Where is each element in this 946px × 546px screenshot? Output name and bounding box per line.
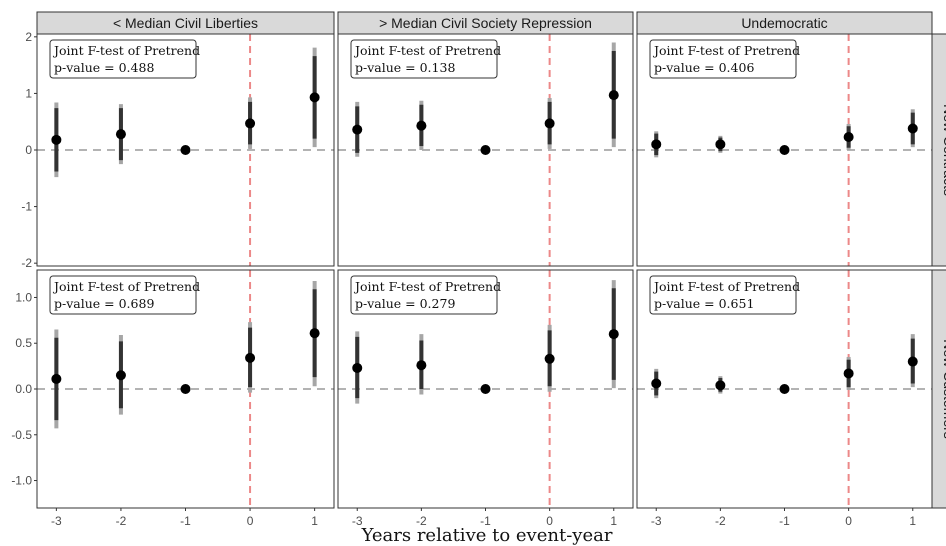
test-box (350, 275, 498, 315)
estimate-point (544, 118, 555, 129)
x-tick-label: 1 (610, 514, 617, 528)
estimate-point (309, 328, 320, 339)
y-tick-label: 0.0 (15, 382, 32, 396)
estimate-point (115, 129, 126, 140)
estimate-point (180, 384, 191, 394)
estimate-point (608, 90, 619, 101)
y-tick-label: -1.0 (11, 474, 32, 488)
panel-border (36, 33, 335, 267)
test-box (49, 275, 197, 315)
x-tick-label: -2 (715, 514, 726, 528)
estimate-point (843, 131, 854, 142)
estimate-point (245, 352, 256, 363)
x-tick-label: -1 (779, 514, 790, 528)
x-axis-title: Years relative to event-year (361, 525, 613, 546)
x-tick-label: -3 (651, 514, 662, 528)
panel: Joint F-test of Pretrend p-value = 0.406 (636, 33, 933, 267)
row-strip-label: New Contracts (941, 104, 946, 196)
panel: Joint F-test of Pretrend p-value = 0.279 (337, 269, 634, 509)
estimate-point (907, 123, 918, 134)
test-box (649, 275, 797, 315)
panel-border (36, 269, 335, 509)
estimate-point (115, 370, 126, 381)
test-title: Joint F-test of Pretrend (652, 43, 800, 58)
panel-border (337, 269, 634, 509)
estimate-point (51, 134, 62, 145)
y-tick-label: -1 (21, 200, 32, 214)
panel-border (337, 33, 634, 267)
test-box (350, 39, 498, 79)
test-p-value: p-value = 0.488 (54, 60, 154, 75)
estimate-point (544, 353, 555, 364)
estimate-point (907, 356, 918, 367)
test-p-value: p-value = 0.689 (54, 296, 154, 311)
row-strip-label: New Customers (941, 339, 946, 439)
test-p-value: p-value = 0.406 (654, 60, 754, 75)
estimate-point (416, 120, 427, 131)
estimate-point (352, 362, 363, 373)
column-strip-label: Undemocratic (741, 15, 827, 31)
estimate-point (608, 329, 619, 340)
estimate-point (651, 378, 662, 389)
estimate-point (779, 145, 790, 155)
estimate-point (480, 384, 491, 394)
y-tick-label: -0.5 (11, 428, 32, 442)
estimate-point (843, 368, 854, 379)
x-tick-label: -1 (180, 514, 191, 528)
x-tick-label: 0 (845, 514, 852, 528)
panel-border (636, 33, 933, 267)
estimate-point (715, 139, 726, 150)
estimate-point (309, 92, 320, 103)
estimate-point (715, 380, 726, 391)
column-strip-label: < Median Civil Liberties (113, 15, 258, 31)
estimate-point (480, 145, 491, 155)
test-title: Joint F-test of Pretrend (353, 43, 501, 58)
x-tick-label: 1 (311, 514, 318, 528)
x-tick-label: -3 (51, 514, 62, 528)
estimate-point (245, 118, 256, 129)
x-tick-label: -3 (352, 514, 363, 528)
estimate-point (651, 139, 662, 150)
x-tick-label: 0 (247, 514, 254, 528)
x-tick-label: -2 (416, 514, 427, 528)
estimate-point (416, 360, 427, 371)
test-box (49, 39, 197, 79)
y-tick-label: 2 (25, 30, 32, 44)
test-p-value: p-value = 0.279 (355, 296, 455, 311)
x-tick-label: 1 (909, 514, 916, 528)
test-title: Joint F-test of Pretrend (353, 279, 501, 294)
y-tick-label: 0 (25, 143, 32, 157)
panel: Joint F-test of Pretrend p-value = 0.689 (36, 269, 335, 509)
test-title: Joint F-test of Pretrend (652, 279, 800, 294)
y-tick-label: 0.5 (15, 336, 32, 350)
estimate-point (779, 384, 790, 394)
test-box (649, 39, 797, 79)
panel-border (636, 269, 933, 509)
test-title: Joint F-test of Pretrend (52, 279, 200, 294)
y-tick-label: 1.0 (15, 290, 32, 304)
panel: Joint F-test of Pretrend p-value = 0.138 (337, 33, 634, 267)
y-tick-label: 1 (25, 86, 32, 100)
panel: Joint F-test of Pretrend p-value = 0.651 (636, 269, 933, 509)
x-tick-label: -1 (480, 514, 491, 528)
estimate-point (51, 373, 62, 384)
estimate-point (352, 124, 363, 135)
test-p-value: p-value = 0.138 (355, 60, 455, 75)
panel: Joint F-test of Pretrend p-value = 0.488 (36, 33, 335, 267)
y-tick-label: -2 (21, 256, 32, 270)
x-tick-label: -2 (116, 514, 127, 528)
x-tick-label: 0 (546, 514, 553, 528)
test-p-value: p-value = 0.651 (654, 296, 754, 311)
column-strip-label: > Median Civil Society Repression (379, 15, 592, 31)
estimate-point (180, 145, 191, 155)
test-title: Joint F-test of Pretrend (52, 43, 200, 58)
